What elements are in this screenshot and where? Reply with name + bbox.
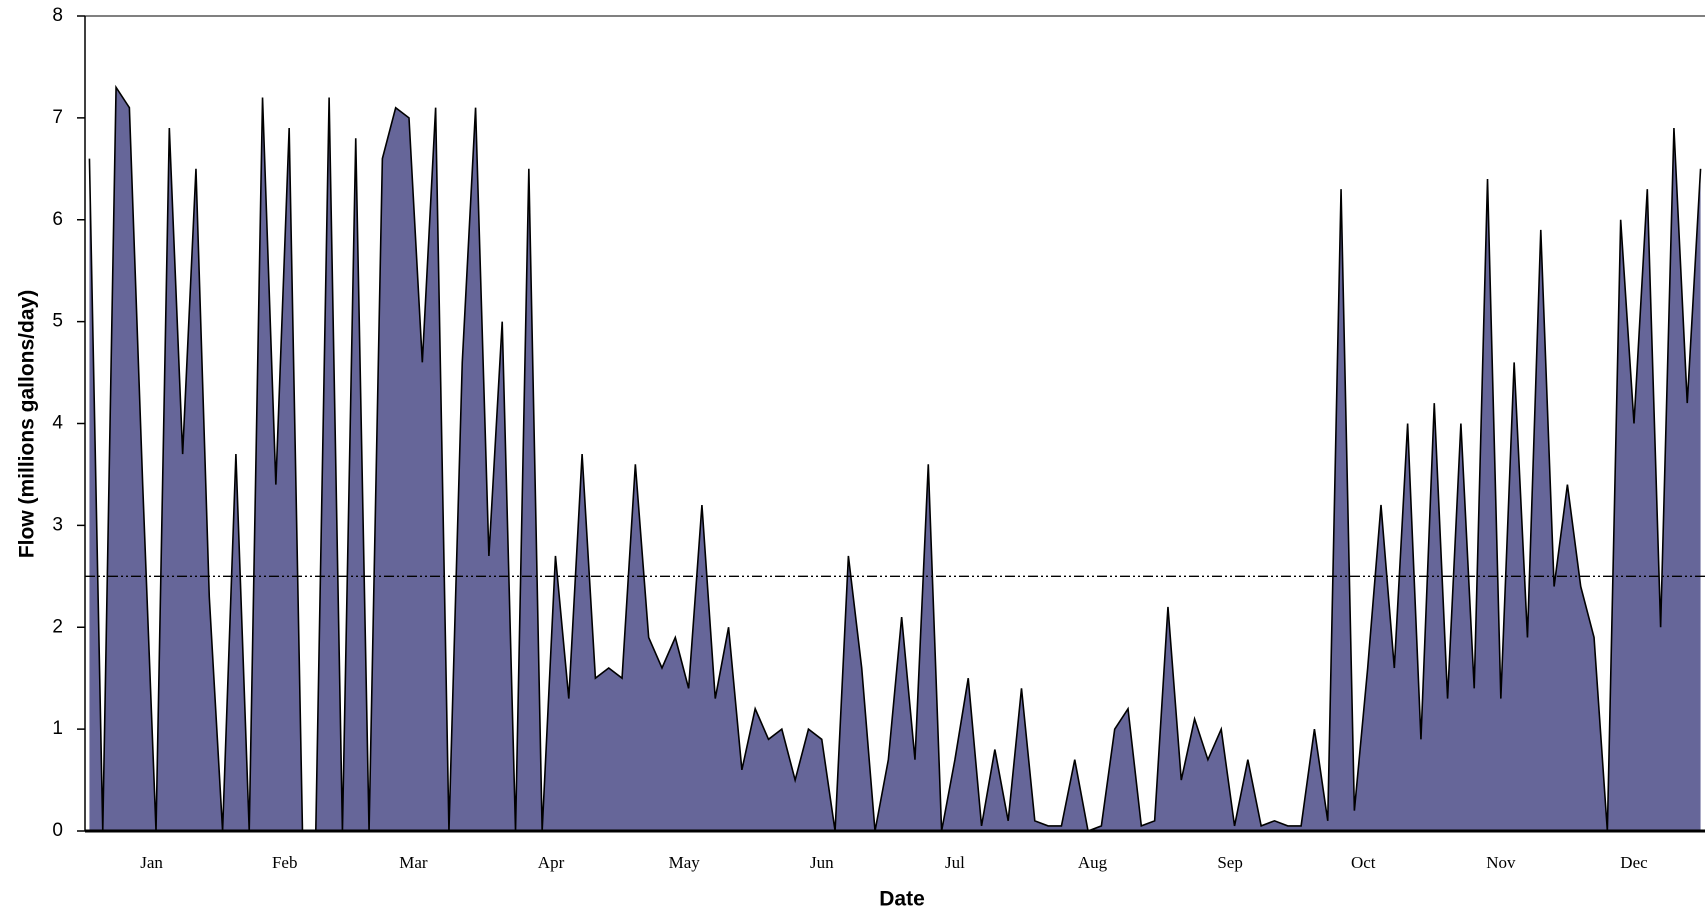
- x-tick-label: Mar: [399, 853, 428, 872]
- x-tick-label: Feb: [272, 853, 298, 872]
- y-tick-label: 0: [52, 820, 63, 841]
- y-tick-label: 2: [52, 616, 63, 637]
- x-tick-label: Jun: [810, 853, 834, 872]
- y-tick-label: 8: [52, 5, 63, 26]
- x-tick-label: Aug: [1078, 853, 1108, 872]
- x-tick-label: Apr: [538, 853, 565, 872]
- x-tick-label: Jul: [945, 853, 965, 872]
- y-tick-label: 5: [52, 311, 63, 332]
- x-tick-label: Dec: [1620, 853, 1648, 872]
- x-tick-label: Oct: [1351, 853, 1376, 872]
- area-line: [88, 84, 1702, 833]
- y-tick-label: 7: [52, 107, 63, 128]
- y-tick-label: 6: [52, 209, 63, 230]
- x-tick-label: May: [669, 853, 701, 872]
- y-tick-label: 4: [52, 413, 63, 434]
- y-tick-label: 3: [52, 514, 63, 535]
- area-fill: [89, 87, 1701, 831]
- x-tick-label: Nov: [1486, 853, 1516, 872]
- y-axis-title: Flow (millions gallons/day): [16, 290, 39, 558]
- x-tick-label: Sep: [1217, 853, 1243, 872]
- x-tick-label: Jan: [140, 853, 163, 872]
- x-axis-title: Date: [879, 888, 925, 911]
- y-tick-label: 1: [52, 718, 63, 739]
